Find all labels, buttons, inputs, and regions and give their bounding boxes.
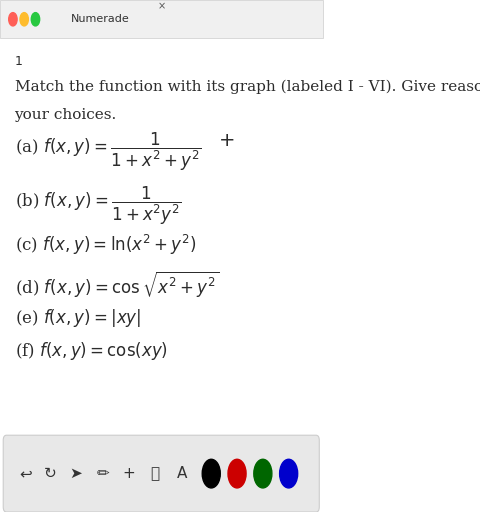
Text: +: + — [122, 466, 135, 481]
FancyBboxPatch shape — [0, 0, 323, 38]
Circle shape — [280, 459, 298, 488]
Text: +: + — [219, 132, 236, 151]
Text: (c) $f(x, y) = \ln(x^2 + y^2)$: (c) $f(x, y) = \ln(x^2 + y^2)$ — [14, 233, 196, 257]
Text: (a) $f(x, y) = \dfrac{1}{1 + x^2 + y^2}$: (a) $f(x, y) = \dfrac{1}{1 + x^2 + y^2}$ — [14, 131, 201, 173]
Circle shape — [254, 459, 272, 488]
Text: ↩: ↩ — [19, 466, 32, 481]
Text: ↻: ↻ — [44, 466, 56, 481]
Text: (b) $f(x, y) = \dfrac{1}{1 + x^2y^2}$: (b) $f(x, y) = \dfrac{1}{1 + x^2y^2}$ — [14, 184, 181, 227]
Text: ➤: ➤ — [70, 466, 82, 481]
Text: ×: × — [157, 2, 165, 11]
Text: (e) $f(x, y) = |xy|$: (e) $f(x, y) = |xy|$ — [14, 307, 141, 329]
Circle shape — [20, 13, 28, 26]
Text: (d) $f(x, y) = \cos\sqrt{x^2 + y^2}$: (d) $f(x, y) = \cos\sqrt{x^2 + y^2}$ — [14, 270, 219, 300]
Text: your choices.: your choices. — [14, 108, 117, 121]
Text: (f) $f(x, y) = \cos(xy)$: (f) $f(x, y) = \cos(xy)$ — [14, 340, 168, 362]
Circle shape — [31, 13, 40, 26]
Circle shape — [228, 459, 246, 488]
Circle shape — [202, 459, 220, 488]
Text: 1: 1 — [14, 55, 23, 68]
Text: A: A — [177, 466, 187, 481]
Text: ✏: ✏ — [97, 466, 109, 481]
Text: Match the function with its graph (labeled I - VI). Give reasons for: Match the function with its graph (label… — [14, 79, 480, 94]
Circle shape — [9, 13, 17, 26]
Text: ⬭: ⬭ — [150, 466, 159, 481]
Text: Numerade: Numerade — [71, 14, 130, 24]
FancyBboxPatch shape — [3, 435, 319, 512]
